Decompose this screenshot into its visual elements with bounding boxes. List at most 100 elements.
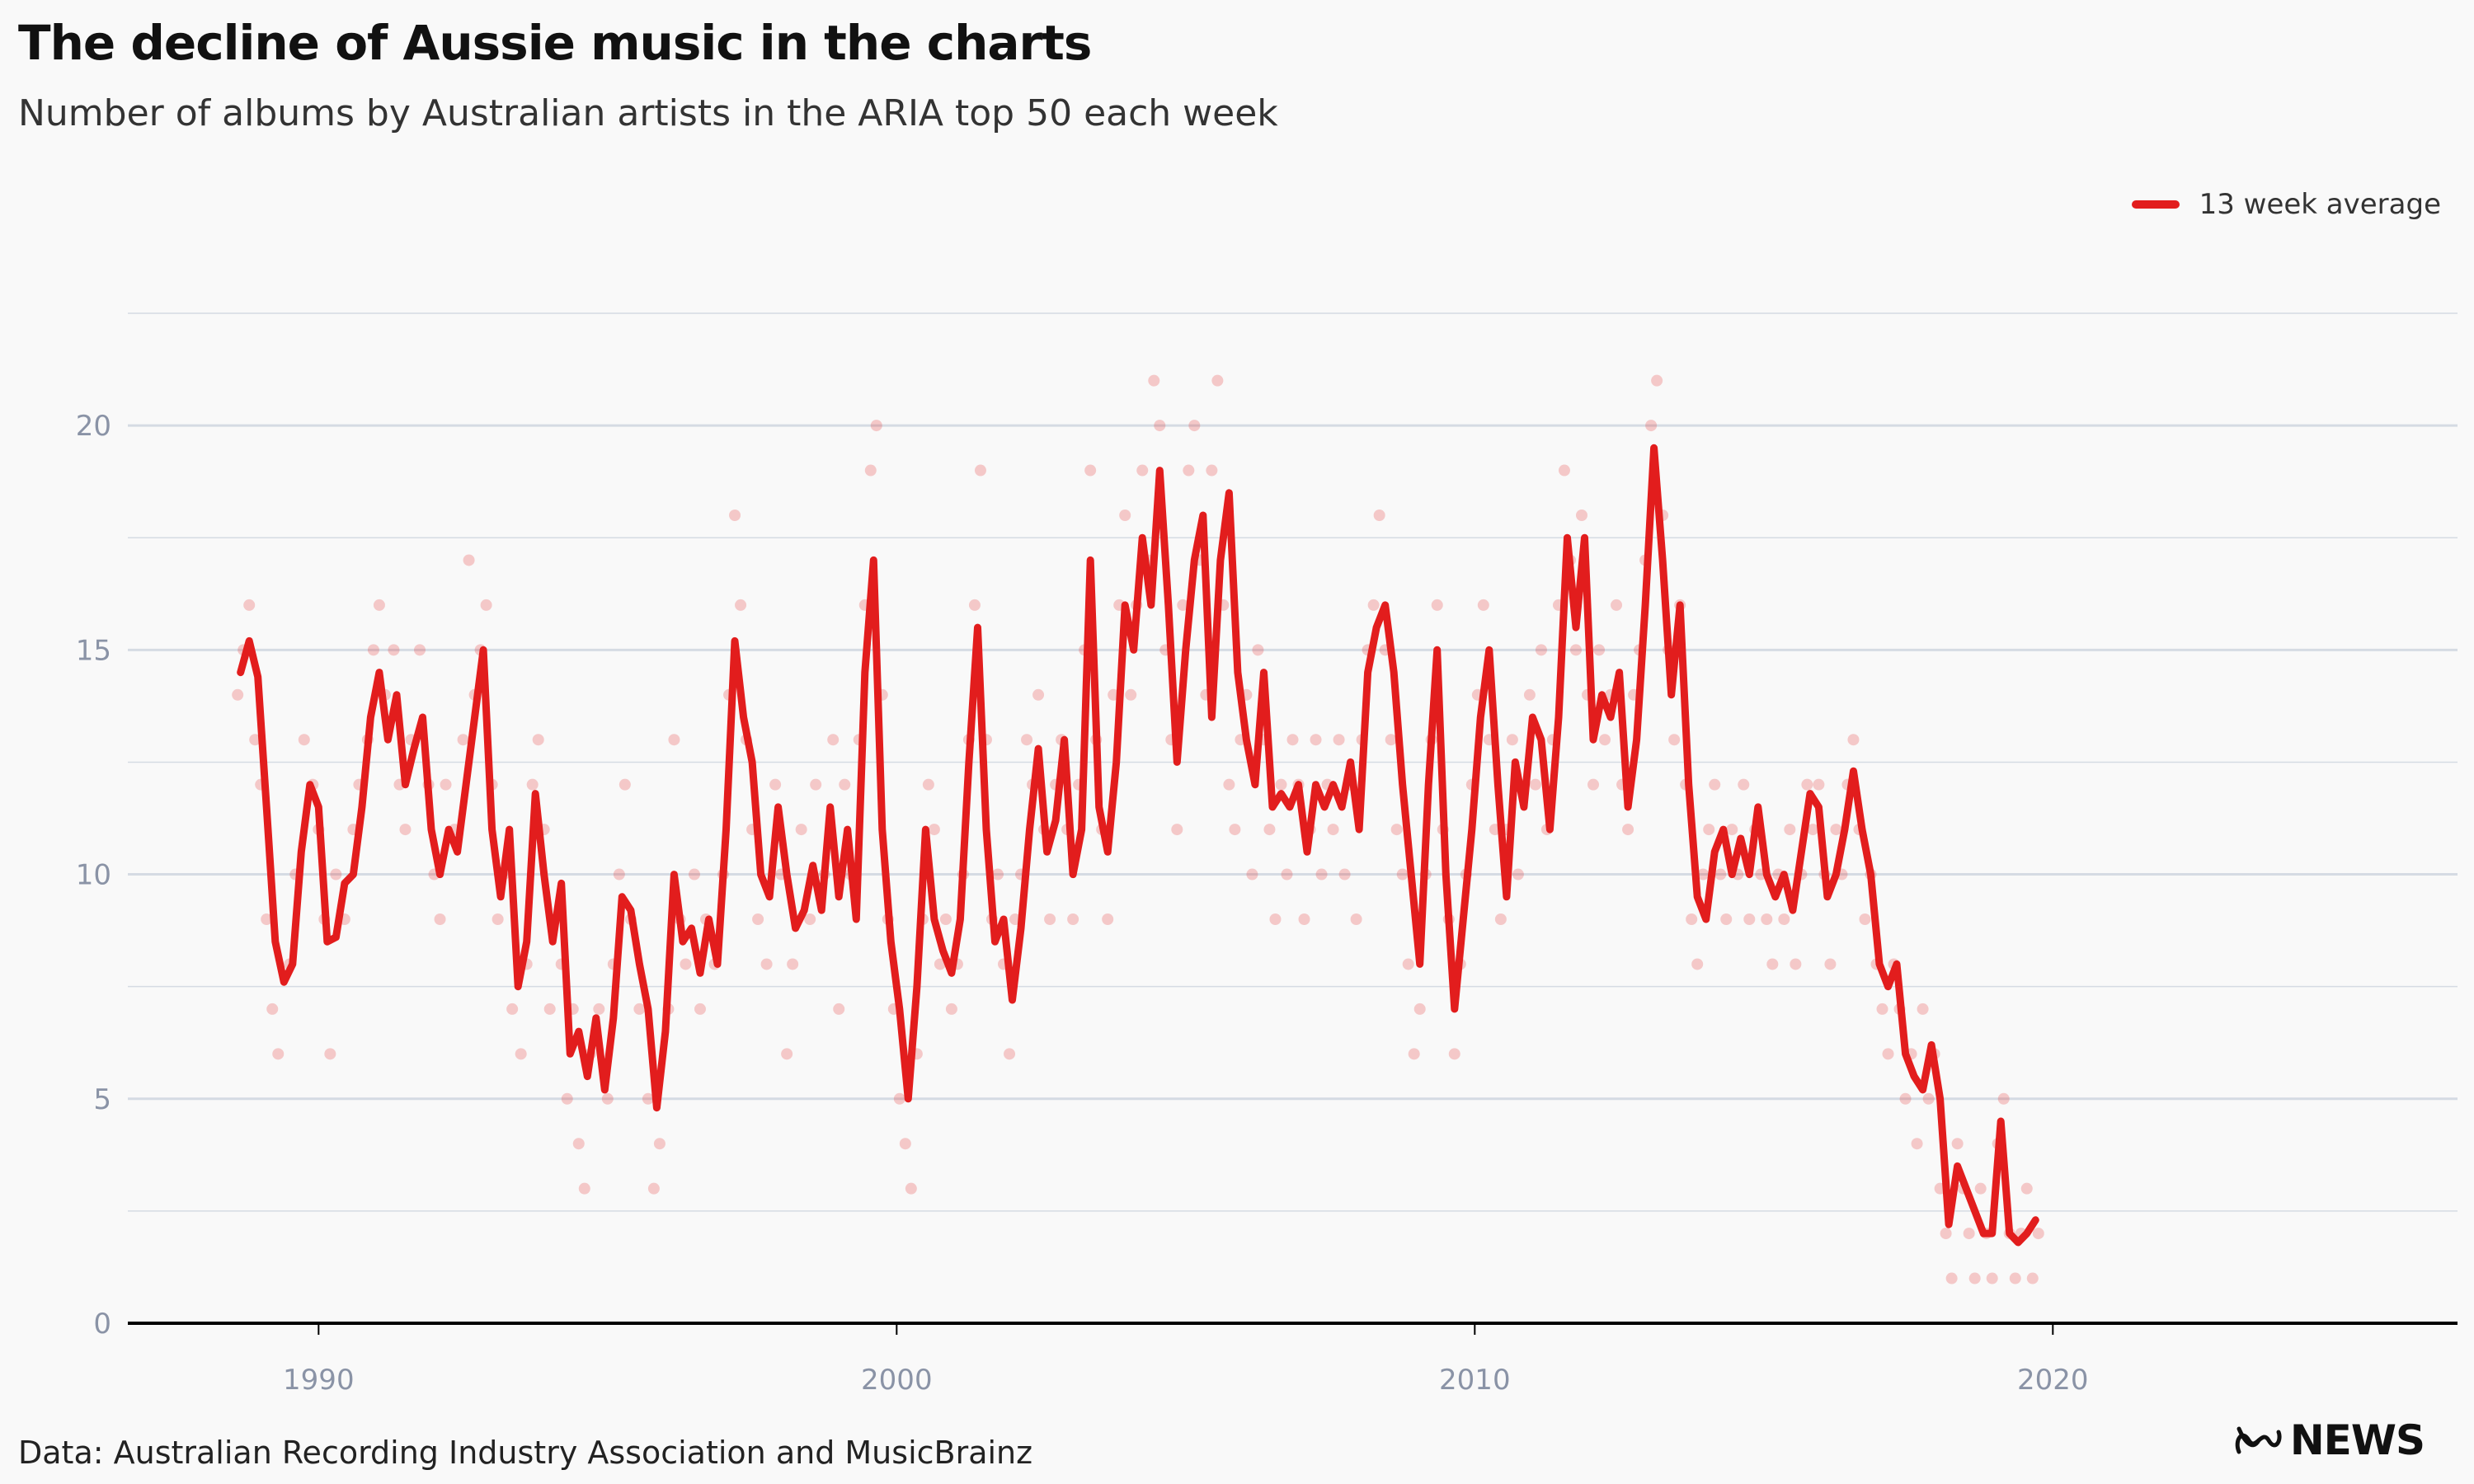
weekly-point	[668, 734, 680, 746]
weekly-point	[1327, 824, 1339, 836]
weekly-point	[572, 1138, 585, 1150]
weekly-point	[1298, 913, 1310, 925]
weekly-point	[1558, 464, 1570, 477]
weekly-point	[532, 734, 544, 746]
abc-logo-icon	[2235, 1426, 2282, 1454]
weekly-point	[922, 778, 934, 791]
weekly-point	[1882, 1048, 1894, 1060]
weekly-point	[893, 1092, 905, 1105]
weekly-point	[1315, 868, 1328, 881]
weekly-point	[1390, 824, 1403, 836]
weekly-point	[1599, 734, 1611, 746]
weekly-point	[593, 1003, 605, 1015]
weekly-point	[945, 1003, 957, 1015]
weekly-point	[506, 1003, 519, 1015]
weekly-point	[1269, 913, 1282, 925]
weekly-point	[1448, 1048, 1460, 1060]
weekly-point	[1761, 913, 1773, 925]
x-tick-label: 2020	[2017, 1364, 2089, 1397]
weekly-point	[492, 913, 504, 925]
weekly-point	[1587, 778, 1600, 791]
weekly-point	[1968, 1272, 1981, 1284]
weekly-point	[249, 734, 261, 746]
weekly-point	[232, 688, 244, 701]
weekly-point	[1611, 599, 1623, 611]
weekly-point	[647, 1182, 660, 1195]
weekly-point	[1004, 1048, 1016, 1060]
weekly-point	[1246, 868, 1258, 881]
weekly-point	[457, 734, 469, 746]
weekly-point	[839, 778, 851, 791]
y-tick-label: 10	[76, 859, 111, 892]
weekly-point	[1917, 1003, 1929, 1015]
weekly-point	[795, 824, 807, 836]
weekly-point	[1183, 464, 1195, 477]
weekly-point	[2026, 1272, 2039, 1284]
weekly-point	[1569, 644, 1582, 656]
weekly-point	[781, 1048, 793, 1060]
weekly-point	[1790, 958, 1802, 970]
weekly-point	[298, 734, 310, 746]
weekly-point	[1171, 824, 1183, 836]
weekly-point	[1177, 599, 1189, 611]
weekly-point	[243, 599, 256, 611]
weekly-point	[1945, 1272, 1958, 1284]
x-tick-label: 2000	[861, 1364, 933, 1397]
weekly-point	[1974, 1182, 1987, 1195]
y-tick-label: 5	[93, 1083, 111, 1116]
weekly-point	[440, 778, 452, 791]
weekly-point	[729, 510, 741, 521]
weekly-point	[680, 958, 692, 970]
chart-subtitle: Number of albums by Australian artists i…	[18, 92, 1278, 134]
weekly-point	[1333, 734, 1345, 746]
weekly-point	[480, 599, 492, 611]
series-line-layer	[237, 444, 2039, 1247]
weekly-point	[272, 1048, 285, 1060]
weekly-point	[1523, 688, 1536, 701]
weekly-point	[1286, 734, 1299, 746]
y-tick-label: 15	[76, 634, 111, 667]
weekly-point	[1813, 778, 1825, 791]
weekly-point	[367, 644, 379, 656]
weekly-point	[1408, 1048, 1420, 1060]
weekly-point	[388, 644, 400, 656]
weekly-point	[1801, 778, 1813, 791]
weekly-point	[1997, 1092, 2010, 1105]
weekly-point	[1622, 824, 1634, 836]
x-tick-label: 2010	[1439, 1364, 1511, 1397]
weekly-point	[1720, 913, 1733, 925]
weekly-point	[1431, 599, 1443, 611]
weekly-point	[1512, 868, 1524, 881]
weekly-point	[1766, 958, 1779, 970]
weekly-point	[833, 1003, 845, 1015]
logo-text: NEWS	[2289, 1416, 2425, 1464]
weekly-point	[434, 913, 446, 925]
weekly-point	[1310, 734, 1322, 746]
weekly-point	[1188, 420, 1201, 432]
weekly-point	[1686, 913, 1698, 925]
weekly-point	[928, 824, 940, 836]
weekly-point	[1535, 644, 1547, 656]
weekly-point	[1373, 510, 1385, 521]
weekly-point	[1067, 913, 1079, 925]
weekly-point	[1119, 510, 1131, 521]
chart-legend: 13 week average	[2131, 188, 2441, 221]
weekly-point	[735, 599, 747, 611]
weekly-point	[642, 1092, 654, 1105]
weekly-point	[870, 420, 882, 432]
weekly-point	[1211, 374, 1224, 387]
chart-title: The decline of Aussie music in the chart…	[18, 15, 1092, 71]
weekly-points-layer	[232, 374, 2044, 1284]
weekly-point	[515, 1048, 527, 1060]
weekly-point	[1281, 868, 1293, 881]
weekly-point	[810, 778, 822, 791]
weekly-point	[1275, 778, 1287, 791]
weekly-point	[1575, 510, 1587, 521]
weekly-point	[1021, 734, 1033, 746]
weekly-point	[694, 1003, 706, 1015]
weekly-point	[1986, 1272, 1998, 1284]
weekly-point	[399, 824, 412, 836]
weekly-point	[1477, 599, 1489, 611]
weekly-point	[1413, 1003, 1426, 1015]
